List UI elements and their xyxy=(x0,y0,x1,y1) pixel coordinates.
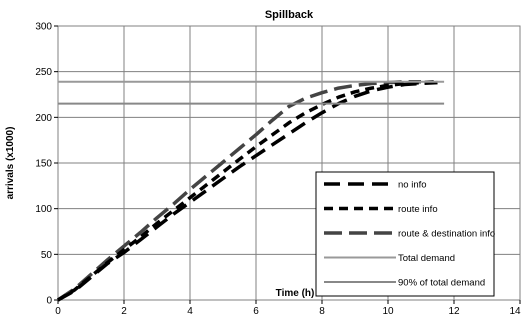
y-tick-label: 150 xyxy=(35,159,52,170)
y-tick-label: 100 xyxy=(35,204,52,215)
legend-label-0: no info xyxy=(398,180,427,191)
y-tick-label: 300 xyxy=(35,22,52,33)
legend-label-1: route info xyxy=(398,204,438,215)
x-tick-label: 6 xyxy=(253,306,259,317)
y-tick-label: 50 xyxy=(41,250,53,261)
x-tick-label: 10 xyxy=(382,306,394,317)
series-line-1 xyxy=(57,79,438,302)
legend-label-2: route & destination info xyxy=(398,229,495,240)
x-tick-label: 14 xyxy=(509,306,521,317)
y-tick-labels: 0 50 100 150 200 250 300 xyxy=(35,22,52,307)
x-tick-label: 8 xyxy=(319,306,325,317)
series-lines xyxy=(57,79,445,302)
y-tick-label: 200 xyxy=(35,113,52,124)
series-line-2 xyxy=(57,79,421,302)
x-tick-label: 0 xyxy=(55,306,61,317)
y-tick-label: 0 xyxy=(46,296,52,307)
y-tick-label: 250 xyxy=(35,67,52,78)
x-tick-label: 4 xyxy=(187,306,193,317)
legend-label-3: Total demand xyxy=(398,253,455,264)
x-axis-label: Time (h) xyxy=(276,288,315,299)
x-tick-label: 2 xyxy=(121,306,127,317)
y-axis-label: arrivals (x1000) xyxy=(5,127,16,200)
series-line-0 xyxy=(57,80,438,302)
x-tick-label: 12 xyxy=(448,306,460,317)
chart-title: Spillback xyxy=(265,9,314,21)
legend-label-4: 90% of total demand xyxy=(398,278,485,289)
legend-box xyxy=(315,171,495,297)
legend: no info route info route & destination inf… xyxy=(315,171,495,297)
x-tick-labels: 0 2 4 6 8 10 12 14 xyxy=(55,306,521,317)
